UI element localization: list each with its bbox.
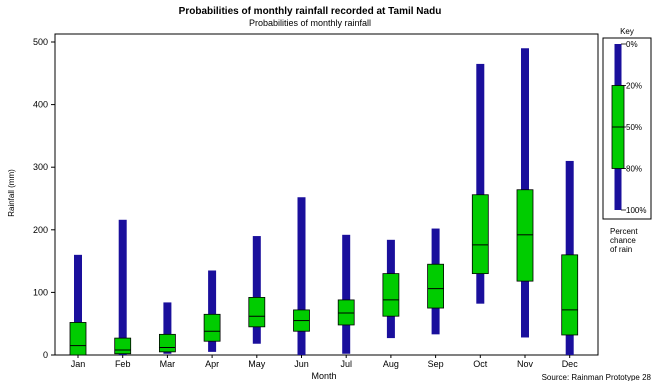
x-axis-label: Month bbox=[311, 371, 336, 381]
month-group-jul bbox=[337, 234, 355, 354]
month-group-sep bbox=[427, 228, 445, 335]
y-tick-label: 0 bbox=[43, 350, 48, 360]
y-tick-label: 400 bbox=[33, 100, 48, 110]
x-tick-label: Nov bbox=[517, 359, 534, 369]
x-tick-label: Sep bbox=[428, 359, 444, 369]
x-tick-label: Feb bbox=[115, 359, 131, 369]
chart-subtitle: Probabilities of monthly rainfall bbox=[249, 18, 371, 28]
x-tick-label: May bbox=[248, 359, 266, 369]
whisker-range bbox=[476, 63, 485, 304]
month-group-nov bbox=[516, 48, 534, 338]
plot-area bbox=[69, 48, 579, 356]
box-20-80 bbox=[471, 194, 489, 275]
box-20-80 bbox=[114, 337, 132, 355]
legend-caption-line-3: of rain bbox=[610, 245, 632, 254]
legend-frame bbox=[602, 37, 652, 220]
legend-title: Key bbox=[620, 27, 634, 36]
x-tick-label: Aug bbox=[383, 359, 399, 369]
month-group-oct bbox=[471, 63, 489, 304]
month-group-jun bbox=[293, 197, 310, 355]
legend-label: 0% bbox=[626, 40, 638, 49]
whisker-range bbox=[208, 270, 217, 352]
x-tick-label: Oct bbox=[473, 359, 488, 369]
whisker-range bbox=[74, 254, 82, 355]
legend-key: Key 0% 20% 50% 80% 100% Percent chance of ra… bbox=[602, 27, 652, 254]
x-tick-label: Jul bbox=[340, 359, 352, 369]
box-20-80 bbox=[203, 313, 221, 342]
y-axis-label: Rainfall (mm) bbox=[7, 169, 16, 217]
whisker-range bbox=[252, 236, 261, 344]
y-tick-label: 500 bbox=[33, 37, 48, 47]
plot-frame bbox=[54, 33, 599, 356]
month-group-may bbox=[248, 236, 266, 344]
box-20-80 bbox=[337, 299, 355, 326]
y-axis: 0 100 200 300 400 500 bbox=[33, 37, 55, 360]
month-group-apr bbox=[203, 270, 221, 352]
box-20-80 bbox=[382, 273, 400, 317]
legend-caption-line-2: chance bbox=[610, 236, 636, 245]
month-group-feb bbox=[114, 219, 132, 355]
box-20-80 bbox=[427, 263, 445, 309]
legend-caption-line-1: Percent bbox=[610, 227, 638, 236]
x-axis: Jan Feb Mar Apr May Jun Jul Aug Sep Oct Nov Dec bbox=[71, 355, 578, 369]
x-tick-label: Mar bbox=[160, 359, 176, 369]
x-tick-label: Jun bbox=[294, 359, 309, 369]
box-20-80 bbox=[561, 254, 579, 336]
whisker-range bbox=[118, 219, 127, 355]
box-20-80 bbox=[158, 333, 176, 353]
legend-label: 100% bbox=[626, 206, 646, 215]
box-20-80 bbox=[69, 322, 87, 356]
source-note: Source: Rainman Prototype 28 bbox=[542, 373, 652, 381]
y-tick-label: 200 bbox=[33, 225, 48, 235]
y-tick-label: 100 bbox=[33, 287, 48, 297]
box-20-80 bbox=[516, 189, 534, 282]
legend-label: 80% bbox=[626, 165, 642, 174]
month-group-dec bbox=[561, 160, 579, 355]
month-group-mar bbox=[158, 302, 176, 354]
box-20-80 bbox=[248, 297, 266, 328]
y-tick-label: 300 bbox=[33, 162, 48, 172]
whisker-range bbox=[297, 197, 306, 355]
x-tick-label: Jan bbox=[71, 359, 86, 369]
whisker-range bbox=[163, 302, 172, 354]
chart-title: Probabilities of monthly rainfall record… bbox=[179, 6, 442, 17]
whisker-range bbox=[342, 234, 351, 354]
legend-label: 20% bbox=[626, 82, 642, 91]
legend-label: 50% bbox=[626, 123, 642, 132]
month-group-aug bbox=[382, 239, 400, 339]
x-tick-label: Apr bbox=[205, 359, 219, 369]
x-tick-label: Dec bbox=[562, 359, 579, 369]
month-group-jan bbox=[69, 254, 87, 356]
